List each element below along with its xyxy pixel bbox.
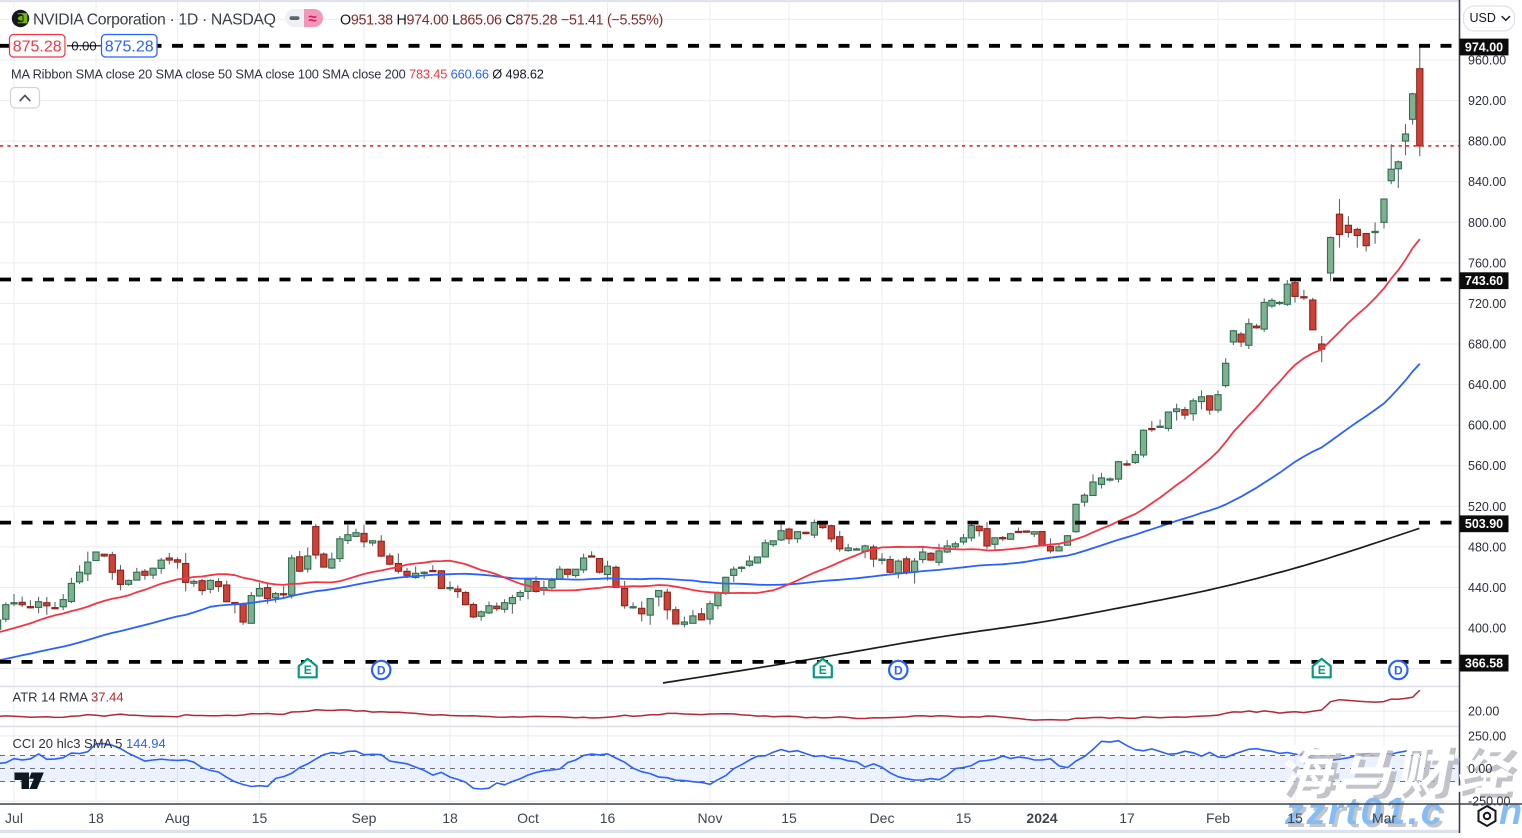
svg-text:800.00: 800.00 <box>1468 216 1506 230</box>
svg-text:250.00: 250.00 <box>1468 729 1506 743</box>
svg-text:15: 15 <box>781 810 797 826</box>
svg-text:MA Ribbon SMA close 20 SMA clo: MA Ribbon SMA close 20 SMA close 50 SMA … <box>11 67 544 82</box>
svg-text:920.00: 920.00 <box>1468 94 1506 108</box>
svg-text:0.00: 0.00 <box>1468 762 1492 776</box>
svg-text:960.00: 960.00 <box>1468 54 1506 68</box>
svg-text:E: E <box>304 663 312 677</box>
svg-text:16: 16 <box>600 810 616 826</box>
svg-text:Nov: Nov <box>698 810 723 826</box>
svg-text:974.00: 974.00 <box>1465 40 1503 54</box>
svg-text:zzrt01.c: zzrt01.c <box>1284 791 1444 833</box>
svg-text:2024: 2024 <box>1026 810 1057 826</box>
svg-text:366.58: 366.58 <box>1465 657 1503 671</box>
svg-text:875.28: 875.28 <box>13 39 62 56</box>
svg-text:20.00: 20.00 <box>1468 705 1499 719</box>
svg-text:ATR 14 RMA 37.44: ATR 14 RMA 37.44 <box>13 690 124 705</box>
svg-text:NVIDIA Corporation · 1D · NASD: NVIDIA Corporation · 1D · NASDAQ <box>33 12 276 29</box>
svg-text:880.00: 880.00 <box>1468 135 1506 149</box>
svg-text:D: D <box>894 664 903 678</box>
svg-text:O951.38 H974.00 L865.06 C875.2: O951.38 H974.00 L865.06 C875.28 −51.41 (… <box>340 13 663 29</box>
svg-text:480.00: 480.00 <box>1468 540 1506 554</box>
svg-text:440.00: 440.00 <box>1468 581 1506 595</box>
svg-text:Aug: Aug <box>165 810 190 826</box>
svg-text:USD: USD <box>1470 11 1496 25</box>
svg-text:D: D <box>377 664 386 678</box>
svg-text:17: 17 <box>1119 810 1135 826</box>
svg-text:Oct: Oct <box>517 810 539 826</box>
svg-text:≈: ≈ <box>308 11 316 28</box>
svg-text:15: 15 <box>1287 810 1303 826</box>
svg-text:18: 18 <box>88 810 104 826</box>
svg-text:Sep: Sep <box>352 810 377 826</box>
svg-text:E: E <box>1318 663 1326 677</box>
svg-text:Mar: Mar <box>1372 810 1396 826</box>
svg-text:875.28: 875.28 <box>105 39 154 56</box>
svg-text:15: 15 <box>956 810 972 826</box>
svg-text:760.00: 760.00 <box>1468 256 1506 270</box>
svg-text:CCI 20 hlc3 SMA 5 144.94: CCI 20 hlc3 SMA 5 144.94 <box>13 736 166 751</box>
svg-text:743.60: 743.60 <box>1465 274 1503 288</box>
svg-text:600.00: 600.00 <box>1468 419 1506 433</box>
svg-text:E: E <box>819 663 827 677</box>
svg-text:503.90: 503.90 <box>1465 517 1503 531</box>
svg-text:Dec: Dec <box>870 810 895 826</box>
svg-text:720.00: 720.00 <box>1468 297 1506 311</box>
svg-text:520.00: 520.00 <box>1468 500 1506 514</box>
svg-text:680.00: 680.00 <box>1468 338 1506 352</box>
svg-text:560.00: 560.00 <box>1468 459 1506 473</box>
svg-text:15: 15 <box>252 810 268 826</box>
svg-text:400.00: 400.00 <box>1468 622 1506 636</box>
svg-text:640.00: 640.00 <box>1468 378 1506 392</box>
svg-text:Feb: Feb <box>1206 810 1230 826</box>
svg-text:840.00: 840.00 <box>1468 175 1506 189</box>
svg-text:18: 18 <box>442 810 458 826</box>
svg-text:Jul: Jul <box>5 810 23 826</box>
svg-text:D: D <box>1394 664 1403 678</box>
